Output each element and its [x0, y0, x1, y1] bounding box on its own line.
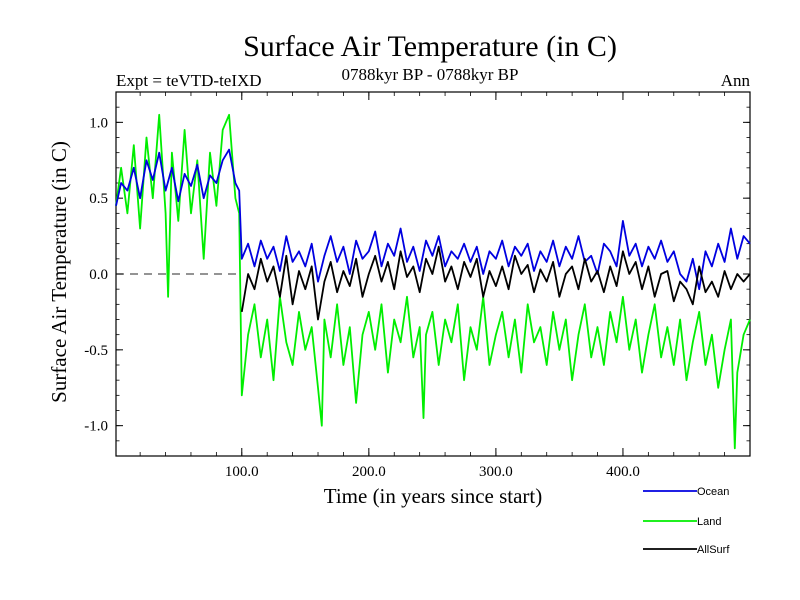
x-tick-label: 200.0: [352, 464, 386, 480]
legend-label: Ocean: [697, 486, 729, 498]
x-tick-label: 400.0: [606, 464, 640, 480]
y-axis-label: Surface Air Temperature (in C): [47, 141, 71, 403]
legend-label: AllSurf: [697, 544, 730, 556]
plot-area: 1.0 0.5 0.0 -0.5 -1.0 100.0 200.0 300.0 400.0: [84, 91, 751, 480]
x-tick-label: 100.0: [225, 464, 259, 480]
x-tick-label: 300.0: [479, 464, 513, 480]
series-ocean-line: [115, 148, 751, 291]
y-tick-label: 0.0: [89, 267, 108, 283]
y-tick-label: 1.0: [89, 115, 108, 131]
legend: Ocean Land AllSurf: [643, 486, 730, 556]
series-land-line: [115, 113, 751, 450]
y-tick-label: -1.0: [84, 419, 108, 435]
experiment-label: Expt = teVTD-teIXD: [116, 71, 262, 90]
y-tick-label: 0.5: [89, 191, 108, 207]
chart-subtitle: 0788kyr BP - 0788kyr BP: [342, 65, 519, 84]
series-allsurf-line: [240, 245, 751, 321]
x-axis-label: Time (in years since start): [324, 484, 543, 508]
period-label: Ann: [721, 71, 751, 90]
y-tick-label: -0.5: [84, 343, 108, 359]
legend-label: Land: [697, 516, 721, 528]
chart-title: Surface Air Temperature (in C): [243, 30, 617, 63]
